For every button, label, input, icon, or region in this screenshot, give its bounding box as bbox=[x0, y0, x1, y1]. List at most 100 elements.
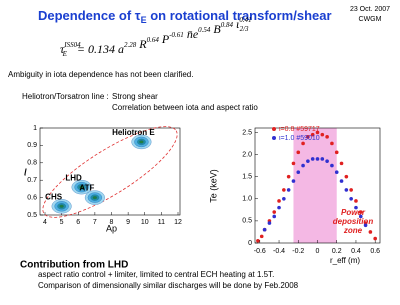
x-tick-label: 8 bbox=[110, 219, 114, 226]
data-point bbox=[363, 223, 368, 228]
x-tick-label: -0.4 bbox=[273, 248, 285, 255]
data-point bbox=[282, 188, 286, 192]
data-point bbox=[330, 163, 334, 168]
data-point bbox=[272, 214, 277, 219]
date: 23 Oct. 2007 bbox=[350, 6, 390, 13]
y-tick-label: 2.0 bbox=[242, 151, 252, 158]
y-axis-label: Te (keV) bbox=[208, 169, 218, 203]
legend-label: ι=0.8 #59717 bbox=[279, 126, 320, 133]
data-point bbox=[358, 210, 363, 214]
data-point bbox=[354, 205, 358, 210]
device-label: ATF bbox=[79, 184, 94, 193]
device-label: Heliotron E bbox=[112, 128, 155, 137]
data-point bbox=[306, 159, 310, 163]
zone-label: deposition bbox=[333, 217, 374, 226]
x-tick-label: 0.2 bbox=[332, 248, 342, 255]
x-tick-label: 6 bbox=[76, 219, 80, 226]
x-tick-label: 12 bbox=[174, 219, 182, 226]
data-point bbox=[259, 234, 264, 239]
heliotron-point: Strong shear bbox=[112, 92, 158, 101]
data-point bbox=[358, 214, 363, 219]
x-tick-label: 11 bbox=[158, 219, 165, 226]
x-axis-label: r_eff (m) bbox=[330, 256, 360, 265]
data-point bbox=[267, 221, 272, 225]
slide-title: Dependence of τE on rotational transform… bbox=[38, 8, 332, 25]
data-point bbox=[334, 170, 339, 175]
heliotron-point: Correlation between iota and aspect rati… bbox=[112, 103, 258, 112]
x-tick-label: 0.6 bbox=[370, 248, 380, 255]
x-axis-label: Ap bbox=[106, 223, 117, 233]
data-point bbox=[306, 135, 310, 139]
y-axis-label: ι bbox=[24, 163, 27, 178]
y-tick-label: 0.8 bbox=[27, 160, 37, 167]
trend-region bbox=[42, 126, 178, 218]
data-point bbox=[339, 179, 344, 183]
x-tick-label: 5 bbox=[60, 219, 64, 226]
y-tick-label: 0.7 bbox=[27, 177, 37, 184]
device-label: LHD bbox=[65, 173, 82, 182]
data-point bbox=[354, 199, 358, 203]
data-point bbox=[368, 230, 373, 234]
x-tick-label: 0 bbox=[316, 248, 320, 255]
y-tick-label: 0.5 bbox=[27, 212, 37, 219]
data-point bbox=[325, 135, 329, 139]
y-tick-label: 0.9 bbox=[27, 142, 37, 149]
x-tick-label: 10 bbox=[141, 219, 149, 226]
data-point bbox=[296, 170, 301, 175]
x-tick-label: 7 bbox=[93, 219, 97, 226]
data-point bbox=[320, 157, 325, 161]
data-point bbox=[262, 227, 267, 232]
data-point bbox=[301, 163, 305, 168]
data-point bbox=[320, 132, 325, 137]
data-point bbox=[344, 174, 349, 179]
data-point bbox=[349, 196, 353, 201]
deposition-zone bbox=[293, 128, 337, 243]
data-point bbox=[256, 238, 260, 243]
zone-label: zone bbox=[343, 226, 363, 235]
footer-heading: Contribution from LHD bbox=[20, 260, 128, 271]
x-tick-label: 0.4 bbox=[351, 248, 361, 255]
data-point bbox=[272, 210, 277, 214]
footer-line: aspect ratio control + limiter, limited … bbox=[38, 270, 274, 279]
device-label: CHS bbox=[45, 192, 63, 201]
data-point bbox=[301, 141, 305, 146]
footer-line: Comparison of dimensionally similar disc… bbox=[38, 281, 299, 290]
data-point bbox=[277, 199, 281, 203]
x-tick-label: 4 bbox=[43, 219, 47, 226]
data-point bbox=[330, 141, 334, 146]
legend-marker bbox=[272, 127, 276, 131]
plot-area bbox=[39, 127, 181, 216]
data-point bbox=[310, 132, 315, 137]
y-tick-label: 2.5 bbox=[242, 129, 252, 136]
data-point bbox=[310, 157, 315, 161]
device-contour bbox=[92, 195, 98, 200]
legend-label: ι=1.0 #59010 bbox=[279, 135, 320, 142]
data-point bbox=[349, 188, 353, 192]
data-point bbox=[315, 157, 320, 161]
data-point bbox=[291, 161, 296, 166]
data-point bbox=[277, 205, 281, 210]
device-contour bbox=[79, 185, 84, 189]
x-tick-label: -0.6 bbox=[254, 248, 266, 255]
zone-label: Power bbox=[341, 208, 366, 217]
x-tick-label: 9 bbox=[126, 219, 130, 226]
data-point bbox=[282, 196, 286, 201]
legend-marker bbox=[272, 136, 276, 140]
data-point bbox=[315, 130, 320, 135]
data-point bbox=[373, 236, 377, 241]
formula: τISS04 E = 0.134 a2.28 R0.64 P-0.61 n̄e0.54 B0.… bbox=[60, 16, 252, 58]
group: CWGM bbox=[359, 16, 382, 23]
data-point bbox=[334, 150, 339, 155]
device-contour bbox=[139, 140, 144, 144]
data-point bbox=[325, 159, 329, 163]
data-point bbox=[286, 174, 291, 179]
x-tick-label: -0.2 bbox=[292, 248, 304, 255]
y-tick-label: 1.5 bbox=[242, 173, 252, 180]
statement: Ambiguity in iota dependence has not bee… bbox=[8, 70, 193, 79]
data-point bbox=[291, 179, 296, 183]
data-point bbox=[339, 161, 344, 166]
data-point bbox=[344, 188, 349, 192]
heliotron-label: Heliotron/Torsatron line : bbox=[22, 92, 109, 101]
data-point bbox=[286, 188, 291, 192]
